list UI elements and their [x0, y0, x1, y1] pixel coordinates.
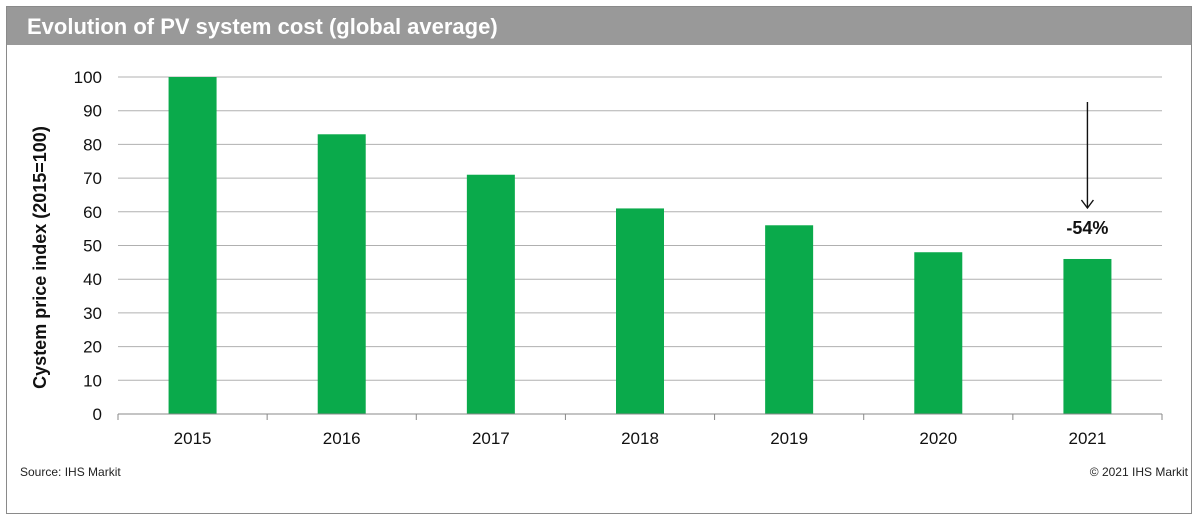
chart-title: Evolution of PV system cost (global aver… [27, 14, 498, 39]
y-tick-label: 90 [83, 102, 102, 121]
title-bar: Evolution of PV system cost (global aver… [7, 7, 1191, 45]
x-tick-label: 2018 [621, 429, 659, 448]
annotation-label: -54% [1066, 218, 1108, 238]
bar-2016 [317, 134, 366, 415]
y-tick-label: 100 [74, 68, 102, 87]
y-axis-label: Cystem price index (2015=100) [30, 126, 50, 389]
bar-2019 [765, 225, 814, 414]
y-tick-label: 20 [83, 338, 102, 357]
y-tick-label: 70 [83, 169, 102, 188]
y-tick-label: 40 [83, 270, 102, 289]
bar-2020 [914, 252, 963, 414]
bar-2021 [1063, 258, 1112, 414]
y-tick-label: 60 [83, 203, 102, 222]
annotation-arrow-head [1080, 199, 1094, 210]
x-tick-label: 2019 [770, 429, 808, 448]
bar-2018 [616, 208, 664, 414]
y-tick-label: 80 [83, 135, 102, 154]
y-tick-label: 50 [83, 237, 102, 256]
x-tick-label: 2015 [174, 429, 212, 448]
y-tick-label: 0 [93, 405, 102, 424]
bar-2015 [168, 77, 217, 414]
x-tick-label: 2016 [323, 429, 361, 448]
y-tick-label: 10 [83, 371, 102, 390]
x-tick-label: 2021 [1069, 429, 1107, 448]
x-tick-label: 2017 [472, 429, 510, 448]
y-tick-label: 30 [83, 304, 102, 323]
bar-2017 [466, 174, 515, 414]
copyright-note: © 2021 IHS Markit [1089, 465, 1188, 479]
source-note: Source: IHS Markit [20, 465, 121, 479]
x-tick-label: 2020 [919, 429, 957, 448]
